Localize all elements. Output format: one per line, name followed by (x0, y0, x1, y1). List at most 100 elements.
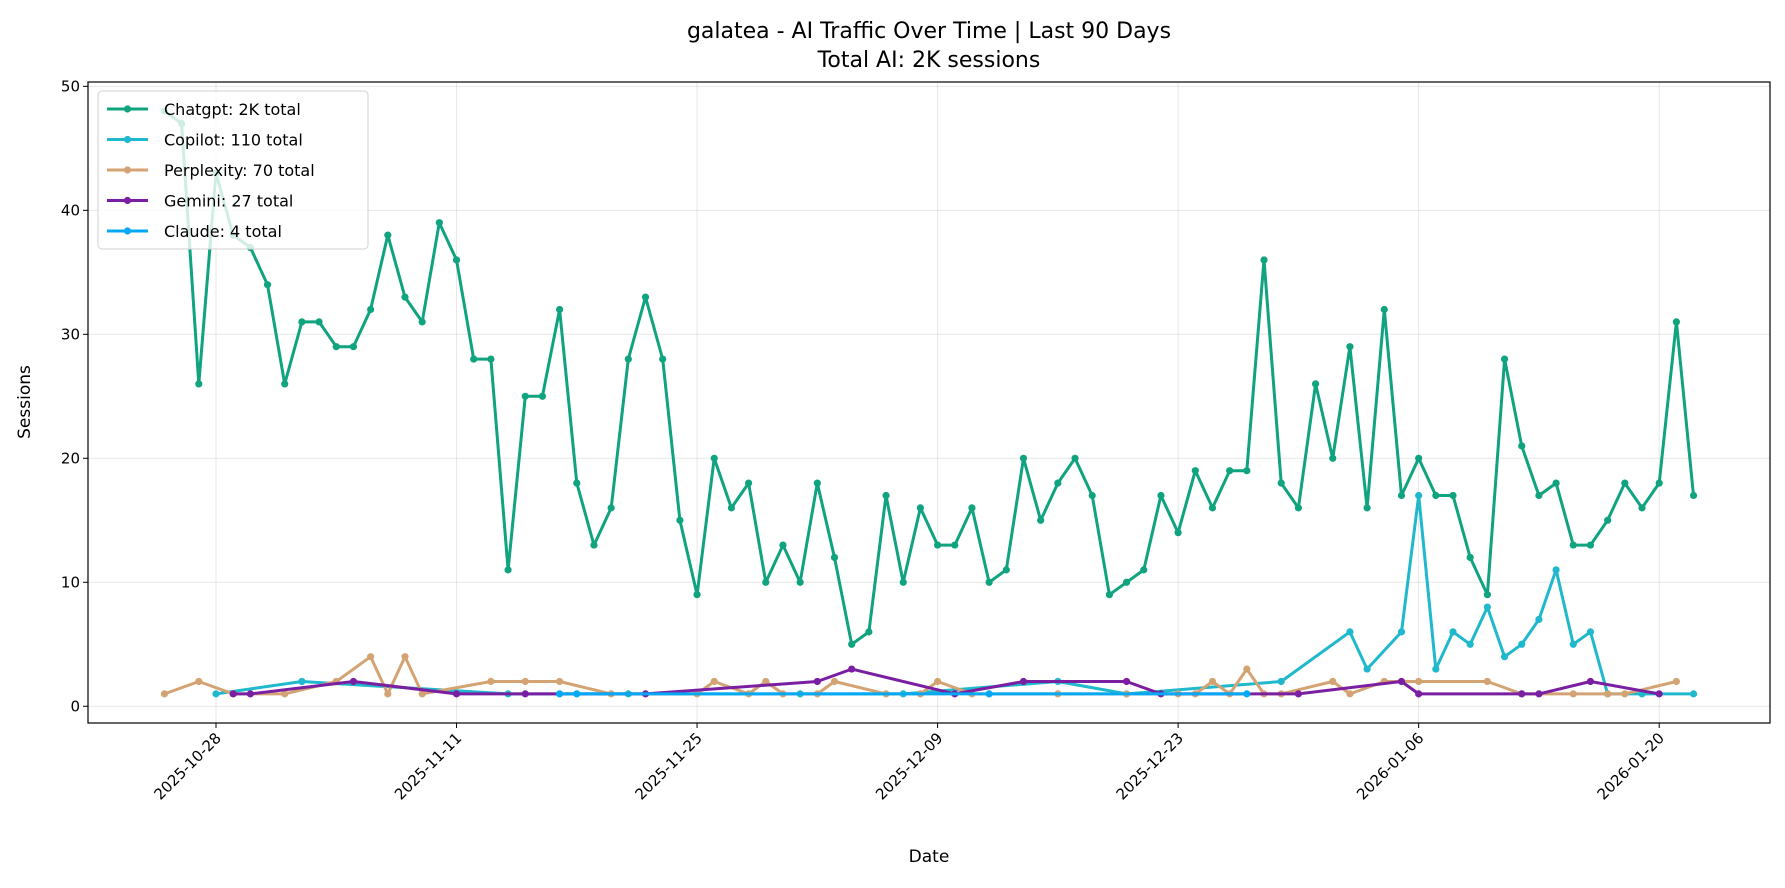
data-point (298, 677, 306, 686)
data-point (1518, 690, 1526, 698)
data-point (933, 677, 942, 686)
y-tick-label: 0 (70, 697, 80, 715)
data-point (882, 491, 890, 500)
data-point (1277, 677, 1285, 686)
data-point (1397, 491, 1406, 500)
data-point (538, 392, 547, 400)
data-point (1019, 677, 1028, 686)
legend-swatch-marker (123, 105, 132, 113)
data-point (1311, 380, 1320, 388)
data-point (1346, 690, 1354, 698)
data-point (848, 665, 856, 673)
legend-swatch-marker (123, 166, 132, 174)
data-point (813, 677, 821, 686)
data-point (641, 293, 650, 301)
data-point (951, 541, 959, 549)
data-point (1655, 690, 1663, 698)
data-point (1243, 467, 1251, 475)
series-claude (556, 690, 1251, 698)
data-point (1415, 677, 1423, 686)
data-point (1689, 491, 1698, 500)
data-point (1243, 665, 1251, 673)
data-point (556, 677, 564, 686)
gridlines (88, 82, 1770, 723)
data-point (332, 343, 340, 351)
data-point (1208, 504, 1217, 512)
data-point (1552, 566, 1560, 574)
data-point (1122, 578, 1131, 586)
data-point (1432, 491, 1440, 500)
data-point (1037, 516, 1045, 524)
data-point (1380, 305, 1388, 314)
data-point (1415, 454, 1423, 462)
data-point (1329, 454, 1337, 462)
y-tick-label: 10 (61, 573, 80, 591)
data-point (1586, 541, 1595, 549)
data-point (762, 677, 770, 686)
data-point (1672, 677, 1680, 686)
data-point (796, 578, 804, 586)
data-point (384, 231, 392, 239)
data-point (1157, 491, 1165, 500)
chart-title: galatea - AI Traffic Over Time | Last 90… (687, 19, 1171, 44)
legend-label: Copilot: 110 total (164, 131, 303, 150)
data-point (1363, 665, 1371, 673)
data-point (487, 355, 495, 363)
data-point (985, 690, 993, 698)
data-point (1415, 690, 1423, 698)
data-point (487, 677, 495, 686)
plot-frame (87, 81, 1771, 724)
data-point (573, 479, 581, 487)
data-point (1105, 591, 1113, 599)
data-point (968, 504, 976, 512)
data-point (212, 690, 220, 698)
legend-label: Claude: 4 total (164, 222, 282, 241)
data-point (1449, 628, 1457, 636)
data-point (1638, 504, 1646, 512)
data-point (1346, 343, 1354, 351)
data-point (607, 504, 615, 512)
legend-label: Chatgpt: 2K total (164, 100, 301, 119)
y-tick-label: 20 (61, 449, 80, 467)
data-point (1569, 690, 1577, 698)
data-point (521, 677, 529, 686)
legend-item: Copilot: 110 total (107, 131, 303, 150)
series-gemini (229, 665, 1663, 698)
data-point (1243, 690, 1251, 698)
data-point (263, 281, 272, 289)
data-point (401, 653, 409, 661)
data-point (1500, 653, 1509, 661)
data-point (1415, 491, 1423, 500)
x-axis-label: Date (909, 847, 950, 867)
data-point (556, 305, 564, 314)
data-point (1466, 553, 1474, 562)
legend-box (97, 90, 369, 250)
data-point (762, 578, 770, 586)
data-point (1071, 454, 1079, 462)
data-point (676, 516, 684, 524)
data-point (470, 355, 478, 363)
y-tick-label: 30 (61, 325, 80, 343)
legend-item: Chatgpt: 2K total (107, 100, 301, 119)
data-point (1586, 677, 1595, 686)
data-point (710, 454, 718, 462)
data-point (452, 256, 461, 264)
data-point (1277, 479, 1285, 487)
y-axis-label: Sessions (15, 365, 35, 439)
data-point (1054, 479, 1062, 487)
data-point (1535, 491, 1543, 500)
data-point (1397, 677, 1406, 686)
data-point (1672, 318, 1680, 326)
data-point (1363, 504, 1371, 512)
data-point (1655, 479, 1663, 487)
data-point (349, 677, 358, 686)
data-point (745, 479, 753, 487)
data-point (315, 318, 323, 326)
data-point (1621, 479, 1629, 487)
data-point (1226, 467, 1234, 475)
data-point (229, 690, 237, 698)
data-point (590, 541, 598, 549)
data-point (1122, 677, 1131, 686)
data-point (1019, 454, 1028, 462)
